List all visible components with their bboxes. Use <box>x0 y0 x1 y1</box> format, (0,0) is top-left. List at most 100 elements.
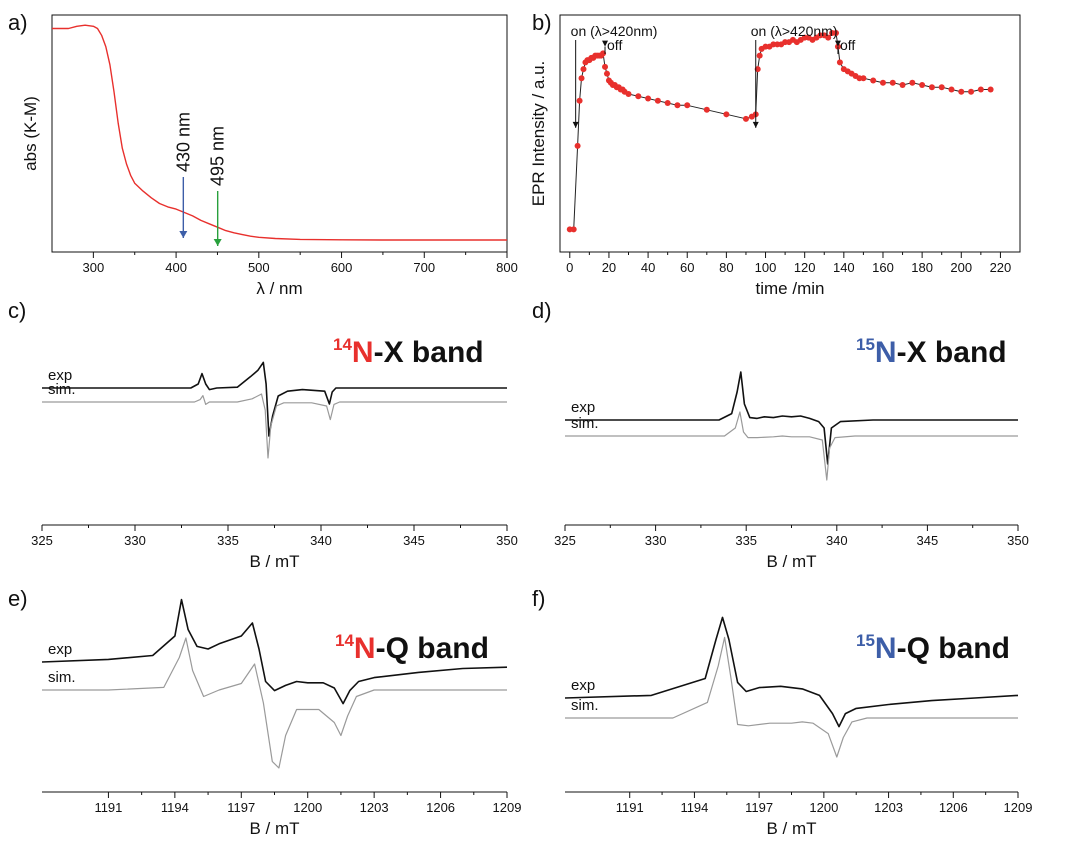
epr-data-point <box>576 97 583 104</box>
panel-label-a: a) <box>8 10 28 35</box>
x-tick-label: 1200 <box>293 800 322 815</box>
epr-data-point <box>578 75 585 82</box>
epr-data-point <box>928 84 935 91</box>
x-tick-label: 200 <box>950 260 972 275</box>
epr-data-point <box>684 102 691 109</box>
x-tick-label: 120 <box>794 260 816 275</box>
plot-frame <box>51 14 508 253</box>
panel-label-d: d) <box>532 298 552 323</box>
x-tick-label: 600 <box>331 260 353 275</box>
y-axis-title: EPR Intensity / a.u. <box>529 61 548 207</box>
x-axis-title: B / mT <box>249 552 299 571</box>
epr-data-point <box>977 86 984 93</box>
panel-a-absorption-chart: 300 400 500 600 700 800 λ / nm abs (K-M) 430 nm 4… <box>21 14 518 298</box>
panel-b-epr-time-chart: 0 20 40 60 80 100 120 140 160 180 200 220 time /min E… <box>529 14 1021 298</box>
epr-data-point <box>948 86 955 93</box>
epr-data-point <box>919 81 926 88</box>
x-tick-label: 1206 <box>426 800 455 815</box>
annotation-arrow-head <box>213 239 222 246</box>
annotation-label: 430 nm <box>173 112 193 172</box>
epr-data-point <box>938 84 945 91</box>
epr-data-point <box>899 81 906 88</box>
x-tick-label: 1194 <box>161 800 189 815</box>
x-tick-label: 500 <box>248 260 270 275</box>
x-tick-label: 330 <box>124 533 146 548</box>
x-tick-label: 160 <box>872 260 894 275</box>
plot-frame <box>559 14 1021 253</box>
absorption-line <box>52 24 507 241</box>
spectrum-exp-line <box>565 371 1018 465</box>
epr-data-point <box>635 93 642 100</box>
x-tick-label: 335 <box>735 533 757 548</box>
x-tick-label: 350 <box>1007 533 1029 548</box>
spectrum-sim-line <box>42 393 507 459</box>
x-tick-label: 350 <box>496 533 518 548</box>
x-tick-label: 325 <box>554 533 576 548</box>
panel-label-f: f) <box>532 586 545 611</box>
panel-e-14n-q-band-chart: 1191 1194 1197 1200 1203 1206 1209 B / mT exp sim… <box>41 598 522 838</box>
band-title: 15N-Q band <box>856 631 1010 665</box>
trace-label-sim: sim. <box>48 669 76 686</box>
x-tick-label: 1209 <box>493 800 522 815</box>
x-tick-label: 100 <box>755 260 777 275</box>
x-axis-title: time /min <box>756 279 825 298</box>
epr-data-point <box>825 34 832 41</box>
trace-label-exp: exp <box>48 367 72 384</box>
x-tick-label: 800 <box>496 260 518 275</box>
epr-data-point <box>570 226 577 233</box>
isotope-superscript: 14 <box>333 335 352 354</box>
x-tick-label: 60 <box>680 260 694 275</box>
x-tick-label: 1197 <box>227 800 255 815</box>
isotope-nucleus: N <box>354 632 376 665</box>
annotation-label: on (λ>420nm) <box>571 23 658 39</box>
annotation-arrow-head <box>602 40 609 47</box>
spectrum-sim-line <box>565 636 1018 758</box>
epr-data-point <box>958 88 965 95</box>
epr-data-point <box>833 30 839 37</box>
band-title: 15N-X band <box>856 335 1007 369</box>
trace-label-exp: exp <box>571 677 595 694</box>
panel-f-15n-q-band-chart: 1191 1194 1197 1200 1203 1206 1209 B / mT exp sim… <box>564 616 1033 838</box>
annotation-label: off <box>840 37 855 53</box>
x-tick-label: 300 <box>83 260 105 275</box>
x-tick-label: 40 <box>641 260 655 275</box>
annotation-arrow-head <box>572 121 579 128</box>
trace-label-sim: sim. <box>571 415 599 432</box>
annotation-arrow-head <box>179 231 188 238</box>
epr-data-point <box>909 79 916 86</box>
epr-data-point <box>879 79 886 86</box>
annotation-label: on (λ>420nm) <box>751 23 838 39</box>
epr-data-point <box>836 59 843 66</box>
x-tick-label: 1203 <box>360 800 389 815</box>
epr-data-point <box>968 88 975 95</box>
x-tick-label: 345 <box>403 533 425 548</box>
spectrum-sim-line <box>42 637 507 769</box>
spectrum-exp-line <box>564 616 1019 728</box>
epr-data-point <box>987 86 994 93</box>
x-tick-label: 220 <box>990 260 1012 275</box>
trace-label-sim: sim. <box>48 381 76 398</box>
band-name: -X band <box>374 336 484 369</box>
band-name: -Q band <box>897 632 1010 665</box>
x-tick-label: 1197 <box>745 800 773 815</box>
x-tick-label: 1209 <box>1004 800 1033 815</box>
annotation-label: 495 nm <box>208 126 228 186</box>
x-tick-label: 180 <box>911 260 933 275</box>
epr-data-point <box>860 75 867 82</box>
annotation-label: off <box>607 37 622 53</box>
epr-data-point <box>625 91 632 97</box>
x-tick-label: 20 <box>602 260 616 275</box>
spectrum-exp-line <box>42 361 507 437</box>
trace-label-exp: exp <box>571 399 595 416</box>
epr-data-point <box>645 95 652 102</box>
x-tick-label: 1206 <box>939 800 968 815</box>
epr-data-point <box>889 79 896 86</box>
epr-data-point <box>603 70 610 77</box>
isotope-superscript: 14 <box>335 631 354 650</box>
epr-data-point <box>723 111 730 118</box>
epr-data-point <box>703 106 710 113</box>
band-name: -X band <box>897 336 1007 369</box>
